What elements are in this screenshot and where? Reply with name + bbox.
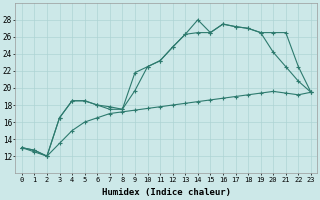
X-axis label: Humidex (Indice chaleur): Humidex (Indice chaleur) <box>102 188 231 197</box>
